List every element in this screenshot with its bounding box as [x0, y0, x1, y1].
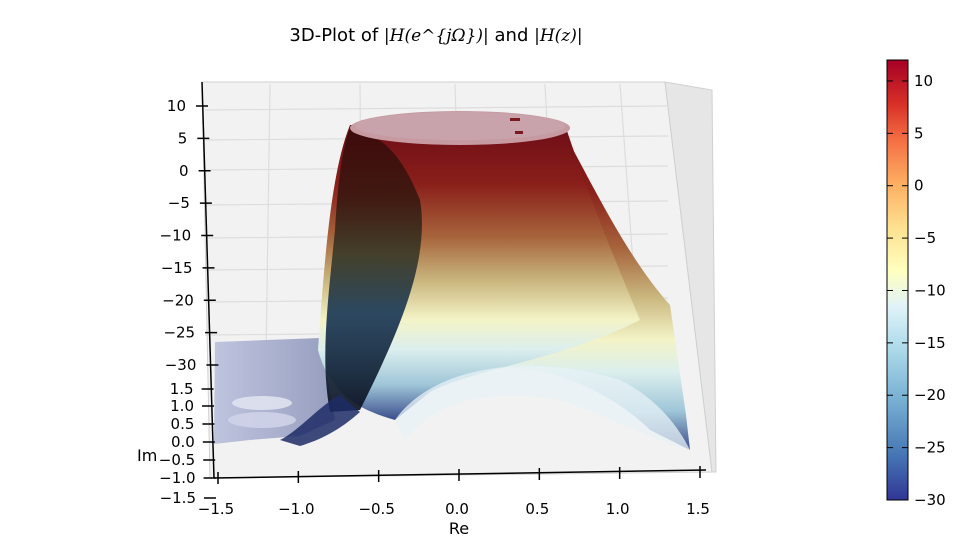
grid-line-horizontal [204, 105, 669, 111]
colorbar-tick-label: 0 [914, 177, 924, 195]
z-tick-label: 0 [179, 162, 189, 180]
y-tick-label: −0.5 [159, 451, 195, 469]
chart-title: 3D-Plot of |H(e^{jΩ})| and |H(z)| [289, 25, 582, 46]
y-tick-label: 0.5 [171, 415, 195, 433]
y-tick-label: 1.5 [170, 380, 194, 398]
grid-line-vertical [265, 83, 271, 361]
z-tick-label: −15 [161, 259, 193, 277]
axis-ticks [196, 81, 707, 499]
colorbar-tick-label: −10 [914, 281, 946, 299]
y-axis-tick-labels: −1.5 −1.0−0.50.00.51.01.5 [159, 380, 196, 507]
colorbar-tick-label: 10 [914, 72, 933, 90]
title-math-1: |H(e^{jΩ})| [384, 26, 489, 46]
z-tick-label: −25 [163, 324, 195, 342]
z-tick-label: 10 [167, 97, 186, 115]
y-axis-label: Im [137, 446, 157, 465]
y-tick-label: 0.0 [171, 433, 195, 451]
x-tick-label: 0.0 [445, 500, 469, 518]
surface [214, 111, 690, 450]
x-tick-label: −1.5 [198, 500, 234, 518]
y-tick-label: −1.0 [159, 469, 195, 487]
colorbar-gradient [886, 59, 909, 501]
z-tick-label: 5 [178, 129, 188, 147]
z-tick-label: −20 [162, 291, 194, 309]
x-axis-tick-labels: −1.5 −1.0 −0.5 0.0 0.5 1.0 1.5 [198, 500, 710, 518]
y-tick-label: −1.5 [160, 489, 196, 507]
colorbar-tick-label: −20 [914, 386, 946, 404]
title-prefix: 3D-Plot of [289, 25, 384, 46]
x-tick-label: −1.0 [278, 500, 314, 518]
colorbar-ticks: 10 5 0 −5 −10 −15 −20 −25 −30 [887, 72, 946, 509]
colorbar-tick-label: −15 [914, 334, 946, 352]
title-and: and [489, 25, 534, 46]
x-tick-label: 0.5 [525, 500, 549, 518]
z-axis-spine [201, 81, 215, 479]
z-tick-label: −10 [160, 227, 192, 245]
title-math-2: |H(z)| [534, 26, 583, 46]
colorbar-tick-label: −30 [914, 491, 946, 509]
x-tick-label: 1.0 [606, 500, 630, 518]
x-axis-spine [213, 469, 707, 479]
z-tick-label: −30 [165, 356, 197, 374]
colorbar-tick-label: −5 [914, 229, 936, 247]
colorbar: 10 5 0 −5 −10 −15 −20 −25 −30 [886, 59, 946, 509]
x-tick-label: 1.5 [686, 500, 710, 518]
z-axis-tick-labels: 10 5 0 −5 −10 −15 −20 −25 −30 [160, 97, 197, 374]
colorbar-tick-label: 5 [914, 124, 924, 142]
x-axis-label: Re [449, 519, 469, 538]
z-tick-label: −5 [168, 194, 190, 212]
x-tick-label: −0.5 [358, 500, 394, 518]
y-tick-label: 1.0 [170, 397, 194, 415]
colorbar-tick-label: −25 [914, 439, 946, 457]
